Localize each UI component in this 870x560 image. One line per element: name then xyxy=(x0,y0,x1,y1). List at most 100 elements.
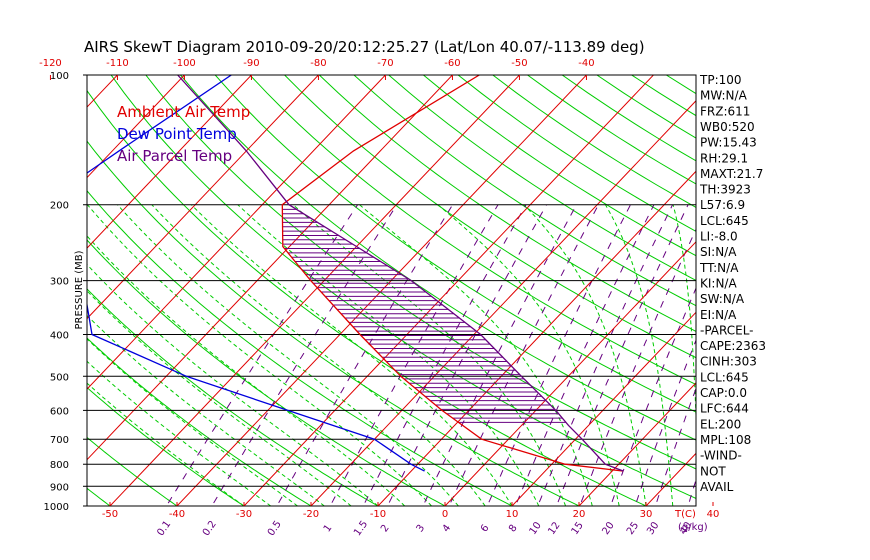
bottom-temp-tick-label: -20 xyxy=(303,509,319,520)
isotherm xyxy=(444,241,696,506)
mixing-ratio-tick-label: 10 xyxy=(528,520,544,537)
moist-adiabat xyxy=(359,204,593,506)
moist-adiabat xyxy=(151,204,486,506)
stat-entry: LI:-8.0 xyxy=(700,230,738,244)
moist-adiabat xyxy=(87,314,325,506)
plot-frame xyxy=(86,74,697,507)
dry-adiabat xyxy=(353,75,696,307)
stat-entry: SI:N/A xyxy=(700,245,737,259)
stat-entry: CINH:303 xyxy=(700,355,757,369)
mixing-ratio-tick-label: 15 xyxy=(570,520,586,537)
legend-entry: Dew Point Temp xyxy=(117,125,237,143)
dry-adiabat xyxy=(249,75,696,386)
dry-adiabat xyxy=(180,75,696,441)
pressure-tick-label: 900 xyxy=(50,482,69,493)
pressure-tick-label: 300 xyxy=(50,277,69,288)
moist-adiabat xyxy=(190,204,513,506)
pressure-tick-label: 600 xyxy=(50,406,69,417)
mixing-ratio-line xyxy=(579,228,696,506)
moist-adiabat xyxy=(87,338,298,506)
mixing-ratio-tick-label: 0.2 xyxy=(201,519,219,538)
mixing-ratio-tick-label: 8 xyxy=(507,523,520,535)
top-temp-tick-label: -70 xyxy=(377,58,393,69)
stat-entry: RH:29.1 xyxy=(700,151,748,165)
mixing-ratio-tick-label: 25 xyxy=(625,520,641,537)
mixing-ratio-tick-label: 2 xyxy=(379,523,392,535)
stat-entry: KI:N/A xyxy=(700,276,737,290)
mixing-ratio-tick-label: 12 xyxy=(546,520,562,537)
isotherm xyxy=(87,75,320,320)
stat-entry: MPL:108 xyxy=(700,433,751,447)
pressure-tick-label: 100 xyxy=(50,71,69,82)
top-temp-tick-label: -40 xyxy=(578,58,594,69)
stat-entry: LCL:645 xyxy=(700,370,749,384)
dry-adiabat xyxy=(457,75,696,232)
mixing-ratio-line xyxy=(362,204,527,506)
dry-adiabat xyxy=(87,140,581,506)
dry-adiabat xyxy=(492,75,696,208)
stat-entry: AVAIL xyxy=(700,480,734,494)
mixing-ratio-tick-label: 1.5 xyxy=(352,519,370,538)
dry-adiabat xyxy=(423,75,696,257)
stat-entry: EI:N/A xyxy=(700,308,737,322)
mixing-ratio-line xyxy=(555,204,689,506)
mixing-ratio-line xyxy=(386,204,548,506)
mixing-ratio-line xyxy=(537,204,674,506)
mixing-ratio-line xyxy=(634,339,696,506)
legend-entry: Ambient Air Temp xyxy=(117,103,250,121)
top-temp-tick-label: -60 xyxy=(444,58,460,69)
mixing-ratio-line xyxy=(486,204,631,506)
top-temp-tick-label: -110 xyxy=(106,58,129,69)
mixing-ratio-tick-label: 3 xyxy=(415,523,428,535)
mixing-ratio-tick-label: 1 xyxy=(322,523,335,535)
moist-adiabat xyxy=(87,382,245,506)
mixing-ratio-line xyxy=(610,286,696,506)
stat-entry: CAP:0.0 xyxy=(700,386,747,400)
pressure-tick-label: 500 xyxy=(50,372,69,383)
mixing-ratio-tick-label: 4 xyxy=(441,523,454,535)
moist-adiabat xyxy=(87,290,352,506)
stat-entry: EL:200 xyxy=(700,417,741,431)
dry-adiabat xyxy=(388,75,696,281)
dry-adiabat xyxy=(771,75,870,515)
stat-entry: LFC:644 xyxy=(700,402,749,416)
pressure-tick-label: 1000 xyxy=(44,502,69,513)
moist-adiabat xyxy=(672,204,696,429)
mixing-ratio-tick-label: 0.5 xyxy=(266,519,284,538)
isotherm xyxy=(771,65,870,515)
mixing-ratio-line xyxy=(654,387,696,506)
isotherm xyxy=(377,170,696,506)
dry-adiabat xyxy=(87,487,111,506)
bottom-temp-tick-label: -50 xyxy=(102,509,118,520)
moist-adiabat xyxy=(237,204,540,506)
air-parcel-temp-line xyxy=(177,75,624,472)
stat-entry: TT:N/A xyxy=(699,261,739,275)
isotherm xyxy=(578,382,696,506)
top-temp-tick-label: -80 xyxy=(310,58,326,69)
bottom-temp-tick-label: 0 xyxy=(442,509,448,520)
isotherm xyxy=(87,75,119,108)
dew-point-temp-line xyxy=(87,75,425,472)
isotherm xyxy=(511,311,696,506)
isotherm xyxy=(310,100,696,506)
stat-entry: L57:6.9 xyxy=(700,198,745,212)
dry-adiabat xyxy=(87,190,514,506)
bottom-temp-tick-label: 40 xyxy=(707,509,720,520)
mixing-ratio-line xyxy=(514,204,655,506)
stat-entry: -WIND- xyxy=(700,449,742,463)
mixing-ratio-unit-label: (g/kg) xyxy=(678,522,708,533)
mixing-ratio-line xyxy=(211,204,398,506)
isotherm xyxy=(109,75,521,506)
dry-adiabat xyxy=(0,75,54,515)
isotherm xyxy=(243,75,655,506)
top-temp-tick-label: -50 xyxy=(511,58,527,69)
cape-hatch xyxy=(282,208,567,423)
pressure-axis-label: PRESSURE (MB) xyxy=(74,250,85,329)
legend: Ambient Air Temp Dew Point Temp Air Parcel… xyxy=(117,103,250,165)
isotherm xyxy=(87,75,454,461)
stat-entry: PW:15.43 xyxy=(700,136,757,150)
isotherm xyxy=(87,75,387,390)
dry-adiabat xyxy=(284,75,696,359)
bottom-temp-tick-label: -40 xyxy=(169,509,185,520)
